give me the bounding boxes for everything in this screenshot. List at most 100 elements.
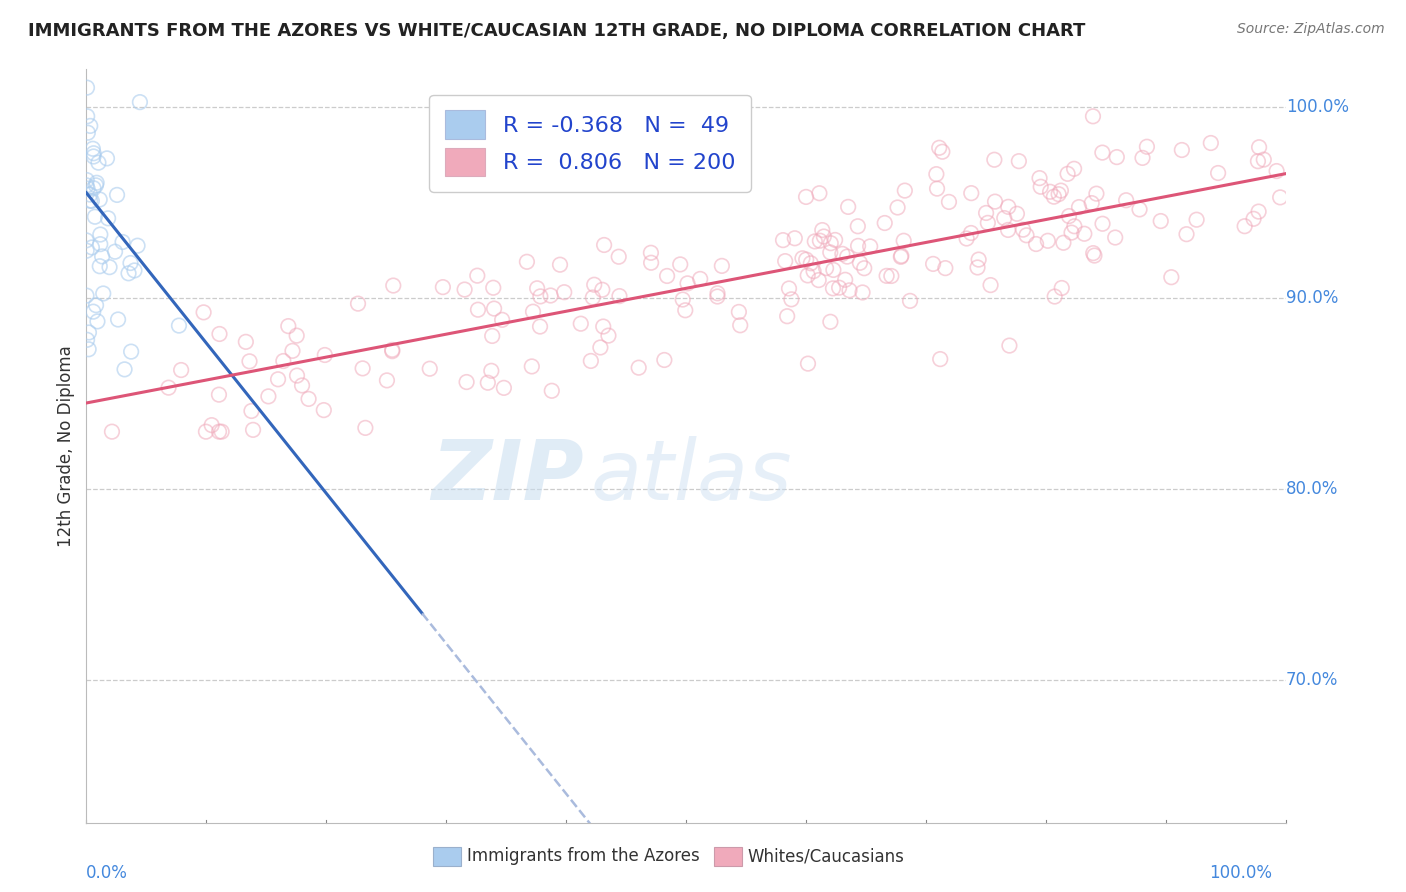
Point — [235, 334, 257, 349]
Point — [76, 178, 98, 193]
Text: 80.0%: 80.0% — [1286, 480, 1339, 498]
Point — [607, 250, 630, 264]
Point — [811, 223, 834, 237]
Point — [548, 258, 571, 272]
Point — [851, 285, 873, 300]
Point — [998, 338, 1021, 352]
Point — [794, 190, 817, 204]
Point — [673, 303, 696, 318]
Point — [193, 305, 215, 319]
Point — [76, 288, 98, 302]
Point — [1206, 166, 1229, 180]
Point — [803, 264, 825, 278]
Point — [834, 273, 856, 287]
Point — [96, 152, 118, 166]
Point — [876, 268, 898, 283]
Point — [83, 181, 105, 195]
Point — [84, 178, 107, 193]
Point — [114, 362, 136, 376]
Point — [1105, 150, 1128, 164]
Point — [813, 229, 835, 244]
Point — [101, 425, 124, 439]
Point — [1128, 202, 1150, 217]
Point — [520, 359, 543, 374]
Point — [84, 210, 107, 224]
Point — [1080, 196, 1102, 211]
Point — [925, 167, 948, 181]
Point — [83, 149, 105, 163]
Point — [77, 326, 100, 340]
Point — [831, 247, 853, 261]
Point — [76, 173, 98, 187]
Point — [1083, 246, 1105, 260]
Point — [79, 194, 101, 208]
Text: 100.0%: 100.0% — [1286, 98, 1348, 116]
Point — [76, 181, 98, 195]
Point — [1115, 193, 1137, 207]
Point — [285, 328, 308, 343]
Point — [846, 239, 869, 253]
Point — [640, 245, 662, 260]
Point — [983, 153, 1005, 167]
Point — [772, 233, 794, 247]
Point — [91, 249, 114, 263]
Point — [591, 283, 613, 297]
Point — [482, 281, 505, 295]
Point — [127, 238, 149, 252]
Point — [974, 206, 997, 220]
Point — [97, 211, 120, 226]
Point — [938, 194, 960, 209]
Point — [815, 261, 838, 276]
Point — [593, 238, 616, 252]
Point — [157, 381, 180, 395]
Point — [83, 146, 105, 161]
Point — [76, 109, 98, 123]
Point — [890, 250, 912, 264]
Text: 0.0%: 0.0% — [86, 863, 128, 881]
Point — [780, 293, 803, 307]
Point — [984, 194, 1007, 209]
Point — [124, 263, 146, 277]
Text: 70.0%: 70.0% — [1286, 671, 1339, 690]
Point — [257, 389, 280, 403]
Point — [1132, 151, 1154, 165]
Point — [655, 268, 678, 283]
Point — [928, 141, 950, 155]
Point — [465, 268, 488, 283]
Point — [592, 319, 614, 334]
Point — [76, 333, 98, 347]
Point — [710, 259, 733, 273]
Point — [82, 142, 104, 156]
Point — [706, 286, 728, 301]
Point — [80, 240, 103, 254]
Point — [589, 341, 612, 355]
Point — [778, 281, 800, 295]
Point — [167, 318, 190, 333]
Point — [540, 384, 562, 398]
Point — [107, 312, 129, 326]
Point — [886, 201, 908, 215]
Point — [375, 373, 398, 387]
Point — [1171, 143, 1194, 157]
Point — [1050, 281, 1073, 295]
Point — [1057, 209, 1080, 223]
Point — [529, 289, 551, 303]
Point — [808, 186, 831, 201]
Point — [453, 283, 475, 297]
Point — [104, 244, 127, 259]
Point — [1081, 109, 1104, 123]
Y-axis label: 12th Grade, No Diploma: 12th Grade, No Diploma — [58, 345, 75, 547]
Point — [267, 372, 290, 386]
Point — [960, 226, 983, 240]
Text: Immigrants from the Azores: Immigrants from the Azores — [467, 847, 699, 865]
Point — [960, 186, 983, 201]
Point — [1008, 154, 1031, 169]
Point — [582, 291, 605, 305]
Point — [993, 211, 1015, 226]
Point — [1091, 145, 1114, 160]
Point — [1265, 164, 1288, 178]
Point — [242, 423, 264, 437]
Point — [291, 378, 314, 392]
Point — [1063, 219, 1085, 234]
Point — [208, 387, 231, 401]
